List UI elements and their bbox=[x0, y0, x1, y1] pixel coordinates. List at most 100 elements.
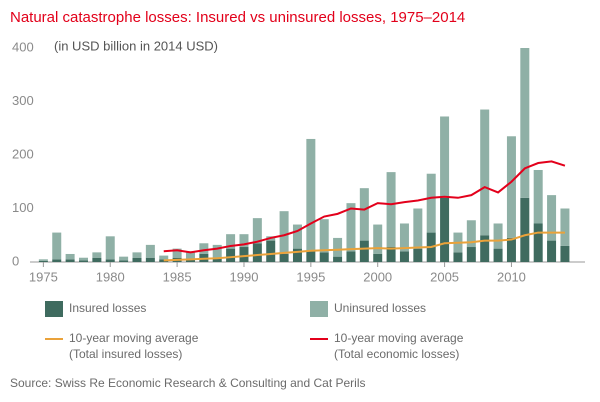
bar bbox=[185, 259, 195, 262]
bar bbox=[399, 223, 409, 252]
bar bbox=[292, 248, 302, 262]
legend-label: Uninsured losses bbox=[334, 301, 426, 315]
y-tick-label: 0 bbox=[12, 253, 19, 268]
bar bbox=[65, 259, 75, 262]
bar bbox=[92, 252, 102, 258]
legend-swatch bbox=[310, 301, 328, 317]
bar bbox=[319, 219, 329, 253]
bar bbox=[466, 247, 476, 262]
bar bbox=[145, 244, 155, 258]
bar bbox=[533, 169, 543, 224]
bar bbox=[52, 232, 62, 260]
bar bbox=[78, 257, 88, 261]
bar bbox=[440, 116, 450, 198]
x-tick-label: 2000 bbox=[363, 269, 392, 284]
bar bbox=[386, 247, 396, 262]
x-tick-label: 2010 bbox=[497, 269, 526, 284]
bar bbox=[359, 240, 369, 262]
bar bbox=[266, 240, 276, 262]
bar bbox=[172, 248, 182, 258]
bar bbox=[520, 197, 530, 262]
bar bbox=[506, 237, 516, 262]
bar bbox=[453, 252, 463, 262]
bar bbox=[480, 235, 490, 262]
bar bbox=[399, 251, 409, 262]
bar bbox=[359, 188, 369, 241]
bar bbox=[78, 260, 88, 262]
bar bbox=[413, 208, 423, 249]
x-tick-label: 1995 bbox=[296, 269, 325, 284]
bar bbox=[373, 224, 383, 254]
x-tick-label: 1985 bbox=[163, 269, 192, 284]
bar bbox=[226, 234, 236, 249]
bar bbox=[145, 257, 155, 262]
bar bbox=[306, 251, 316, 262]
bar bbox=[279, 253, 289, 262]
bar bbox=[493, 223, 503, 249]
bar bbox=[560, 208, 570, 246]
bar bbox=[119, 260, 129, 262]
bar bbox=[480, 109, 490, 236]
bar bbox=[533, 223, 543, 262]
y-tick-label: 300 bbox=[12, 93, 34, 108]
bar bbox=[159, 255, 169, 260]
chart-subtitle: (in USD billion in 2014 USD) bbox=[54, 38, 218, 53]
bar bbox=[105, 236, 115, 260]
line bbox=[163, 160, 566, 254]
bar bbox=[52, 259, 62, 262]
bar bbox=[373, 253, 383, 262]
y-tick-label: 100 bbox=[12, 200, 34, 215]
bar bbox=[38, 259, 48, 261]
source: Source: Swiss Re Economic Research & Con… bbox=[10, 376, 366, 390]
bar bbox=[159, 259, 169, 262]
bar bbox=[239, 234, 249, 248]
bar bbox=[333, 256, 343, 262]
x-tick-label: 1990 bbox=[230, 269, 259, 284]
bar bbox=[279, 211, 289, 254]
bar bbox=[560, 245, 570, 262]
bar bbox=[306, 138, 316, 252]
legend-label: Insured losses bbox=[69, 301, 146, 315]
bar bbox=[92, 257, 102, 262]
bar bbox=[493, 248, 503, 262]
bar bbox=[185, 251, 195, 260]
bar bbox=[506, 136, 516, 238]
bar bbox=[65, 253, 75, 260]
bar bbox=[292, 224, 302, 249]
y-tick-label: 400 bbox=[12, 39, 34, 54]
bar bbox=[547, 195, 557, 241]
bar bbox=[466, 220, 476, 248]
bar bbox=[413, 248, 423, 262]
bar bbox=[547, 240, 557, 262]
bar bbox=[386, 172, 396, 248]
bar bbox=[119, 256, 129, 261]
bar bbox=[520, 48, 530, 198]
bar bbox=[132, 252, 142, 258]
bar bbox=[38, 260, 48, 262]
bar bbox=[252, 243, 262, 262]
legend-swatch bbox=[45, 301, 63, 317]
legend-label: 10-year moving average (Total insured los… bbox=[69, 331, 199, 361]
bar bbox=[212, 244, 222, 258]
y-tick-label: 200 bbox=[12, 146, 34, 161]
bar bbox=[333, 237, 343, 257]
x-tick-label: 2005 bbox=[430, 269, 459, 284]
bar bbox=[239, 247, 249, 262]
bar bbox=[440, 197, 450, 262]
bar bbox=[252, 218, 262, 244]
legend-label: 10-year moving average (Total economic lo… bbox=[334, 331, 464, 361]
x-tick-label: 1980 bbox=[96, 269, 125, 284]
line bbox=[163, 231, 565, 262]
bar bbox=[426, 173, 436, 233]
bar bbox=[346, 203, 356, 252]
bar bbox=[226, 248, 236, 262]
x-tick-label: 1975 bbox=[29, 269, 58, 284]
bar bbox=[132, 257, 142, 262]
chart-title: Natural catastrophe losses: Insured vs u… bbox=[10, 9, 465, 26]
bar bbox=[105, 259, 115, 262]
bar bbox=[212, 257, 222, 262]
bar bbox=[346, 251, 356, 262]
bar bbox=[319, 252, 329, 262]
bar bbox=[199, 243, 209, 254]
